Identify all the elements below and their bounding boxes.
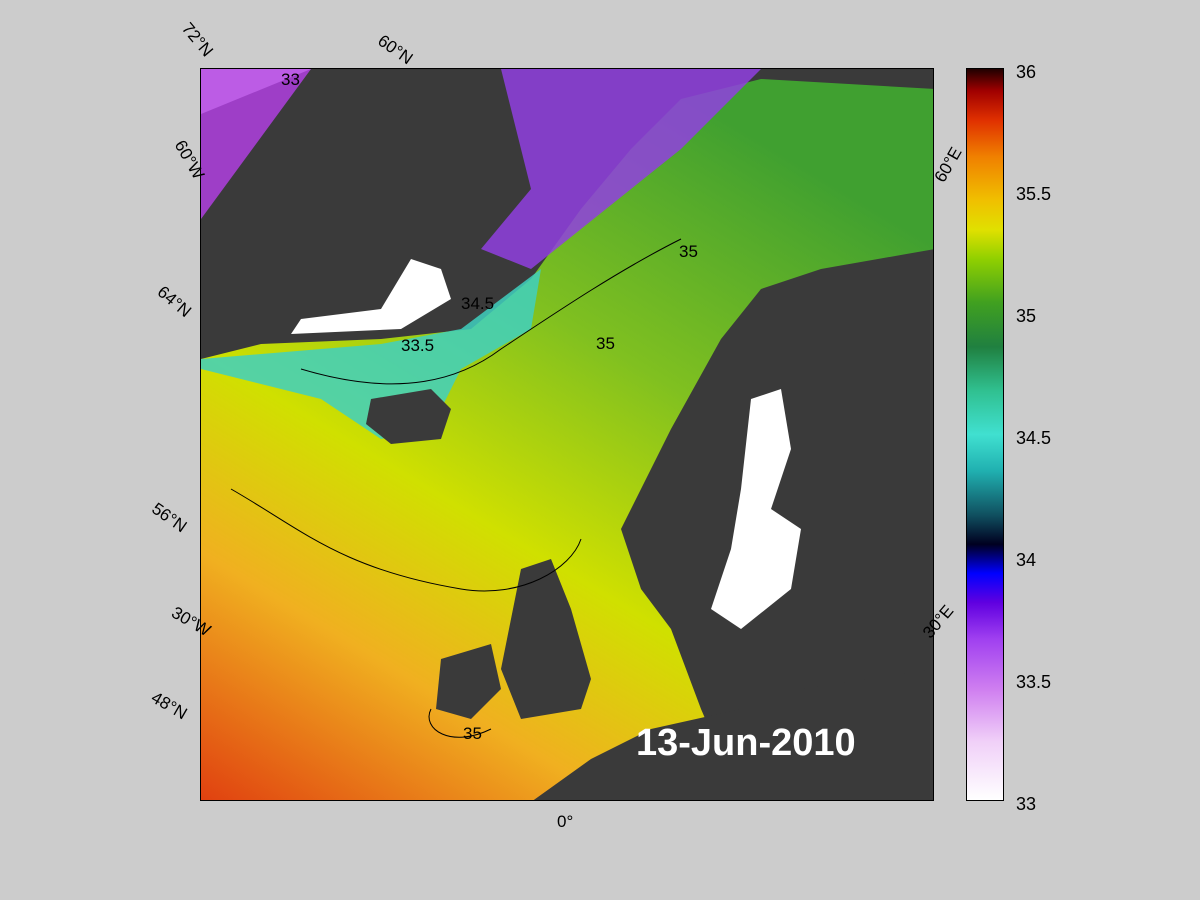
- latitude-label: 64°N: [153, 282, 195, 322]
- latitude-label: 48°N: [148, 687, 191, 724]
- longitude-label: 60°E: [930, 143, 966, 186]
- contour-label: 35: [463, 724, 482, 743]
- ireland-land: [436, 644, 501, 719]
- colorbar-tick: 36: [1016, 62, 1037, 82]
- great-britain-land: [501, 559, 591, 719]
- baltic-sea: [711, 389, 801, 629]
- iceland-land: [366, 389, 451, 444]
- latitude-label: 56°N: [148, 498, 191, 537]
- contour-line: [230, 488, 582, 592]
- coastal-current: [201, 269, 541, 439]
- fresh-band-west: [201, 69, 311, 219]
- colorbar-tick: 34.5: [1016, 428, 1052, 448]
- contour-label: 33: [281, 70, 300, 89]
- salinity-field-map: 33 33.5 34.5 35 35 35: [201, 69, 933, 800]
- colorbar-tick: 33.5: [1016, 672, 1052, 692]
- colorbar-tick: 35.5: [1016, 184, 1052, 204]
- colorbar-tick: 35: [1016, 306, 1037, 326]
- colorbar-tick: 34: [1016, 550, 1037, 570]
- longitude-label: 0°: [557, 812, 574, 831]
- date-label: 13-Jun-2010: [636, 722, 856, 764]
- contour-label: 35: [596, 334, 615, 353]
- latitude-label: 72°N: [177, 19, 217, 61]
- contour-label: 35: [679, 242, 698, 261]
- map-panel: 33 33.5 34.5 35 35 35: [200, 68, 934, 801]
- ice-shelf: [291, 259, 451, 334]
- contour-label: 34.5: [461, 294, 494, 313]
- contour-line: [428, 708, 492, 738]
- latitude-label: 60°N: [374, 30, 417, 69]
- colorbar-tick: 33: [1016, 794, 1037, 814]
- salinity-colorbar: [966, 68, 1004, 801]
- contour-label: 33.5: [401, 336, 434, 355]
- europe-land: [533, 669, 933, 800]
- fresh-band-north: [481, 69, 761, 269]
- contour-line: [300, 238, 682, 385]
